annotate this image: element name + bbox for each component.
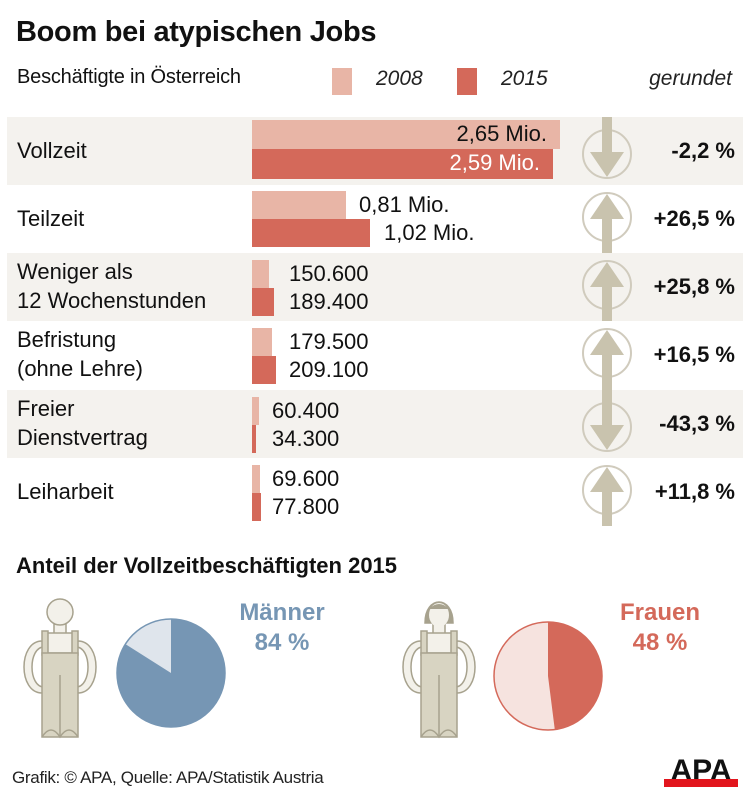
row-freier-dienstvertrag: Freier Dienstvertrag 60.400 34.300 -43,3… xyxy=(7,390,743,458)
arrow-up-icon xyxy=(582,328,632,390)
men-label: Männer xyxy=(239,599,325,626)
women-pie-chart xyxy=(493,621,603,731)
arrow-up-icon xyxy=(582,465,632,526)
value-2015: 209.100 xyxy=(289,357,369,382)
bar-2008 xyxy=(252,260,269,288)
source-credit: Grafik: © APA, Quelle: APA/Statistik Aus… xyxy=(12,768,324,787)
value-2008: 179.500 xyxy=(289,329,369,354)
row-label: Teilzeit xyxy=(17,206,85,231)
change-percent: +25,8 % xyxy=(653,274,735,299)
row-befristung: Befristung (ohne Lehre) 179.500 209.100 … xyxy=(7,321,743,390)
bar-2015 xyxy=(252,356,276,384)
female-figure-icon xyxy=(402,601,476,739)
row-vollzeit: Vollzeit 2,65 Mio. 2,59 Mio. -2,2 % xyxy=(7,117,743,185)
bar-2015 xyxy=(252,425,256,453)
row-label-line1: Weniger als xyxy=(17,259,133,284)
row-weniger-als-12-wochenstunden: Weniger als 12 Wochenstunden 150.600 189… xyxy=(7,253,743,321)
change-percent: -43,3 % xyxy=(659,411,735,436)
row-label-line1: Freier xyxy=(17,396,75,421)
apa-logo-icon: APA xyxy=(664,755,738,787)
value-2015: 77.800 xyxy=(272,494,340,519)
row-leiharbeit: Leiharbeit 69.600 77.800 +11,8 % xyxy=(7,458,743,526)
chart-title: Boom bei atypischen Jobs xyxy=(16,16,377,48)
bar-2008 xyxy=(252,191,346,219)
arrow-down-icon xyxy=(582,390,632,452)
row-label-line2: 12 Wochenstunden xyxy=(17,288,207,313)
bar-2015 xyxy=(252,288,274,316)
section-title: Anteil der Vollzeitbeschäftigten 2015 xyxy=(16,553,398,578)
value-2008: 60.400 xyxy=(272,398,340,423)
bar-2008 xyxy=(252,397,259,425)
change-percent: +16,5 % xyxy=(653,342,735,367)
value-2015: 2,59 Mio. xyxy=(449,150,541,175)
change-percent: -2,2 % xyxy=(671,138,735,163)
value-2008: 69.600 xyxy=(272,466,340,491)
row-label: Leiharbeit xyxy=(17,479,114,504)
arrow-down-icon xyxy=(582,117,632,179)
value-2008: 2,65 Mio. xyxy=(456,121,548,146)
rounding-note: gerundet xyxy=(649,67,732,90)
legend-swatch-2015 xyxy=(457,68,477,95)
legend-swatch-2008 xyxy=(332,68,352,95)
row-label-line1: Befristung xyxy=(17,327,117,352)
row-teilzeit: Teilzeit 0,81 Mio. 1,02 Mio. +26,5 % xyxy=(7,185,743,253)
arrow-up-icon xyxy=(582,192,632,253)
value-2008: 150.600 xyxy=(289,261,369,286)
chart-subtitle: Beschäftigte in Österreich xyxy=(17,66,241,88)
value-2015: 189.400 xyxy=(289,289,369,314)
value-2015: 34.300 xyxy=(272,426,340,451)
change-percent: +11,8 % xyxy=(654,479,735,504)
bar-2015 xyxy=(252,149,553,179)
bar-2008 xyxy=(252,120,560,149)
women-label: Frauen xyxy=(619,599,700,626)
value-2008: 0,81 Mio. xyxy=(359,192,450,217)
legend-label-2015: 2015 xyxy=(501,67,548,90)
women-value: 48 % xyxy=(632,629,688,656)
bar-2008 xyxy=(252,465,260,493)
bar-2015 xyxy=(252,493,261,521)
change-percent: +26,5 % xyxy=(653,206,735,231)
bar-2008 xyxy=(252,328,272,356)
bar-2015 xyxy=(252,219,370,247)
row-label: Vollzeit xyxy=(17,138,87,163)
row-label-line2: Dienstvertrag xyxy=(17,425,148,450)
men-value: 84 % xyxy=(254,629,310,656)
male-figure-icon xyxy=(23,598,97,739)
arrow-up-icon xyxy=(582,260,632,321)
men-pie-chart xyxy=(116,618,226,728)
legend-label-2008: 2008 xyxy=(376,67,423,90)
value-2015: 1,02 Mio. xyxy=(384,220,475,245)
row-label-line2: (ohne Lehre) xyxy=(17,356,143,381)
